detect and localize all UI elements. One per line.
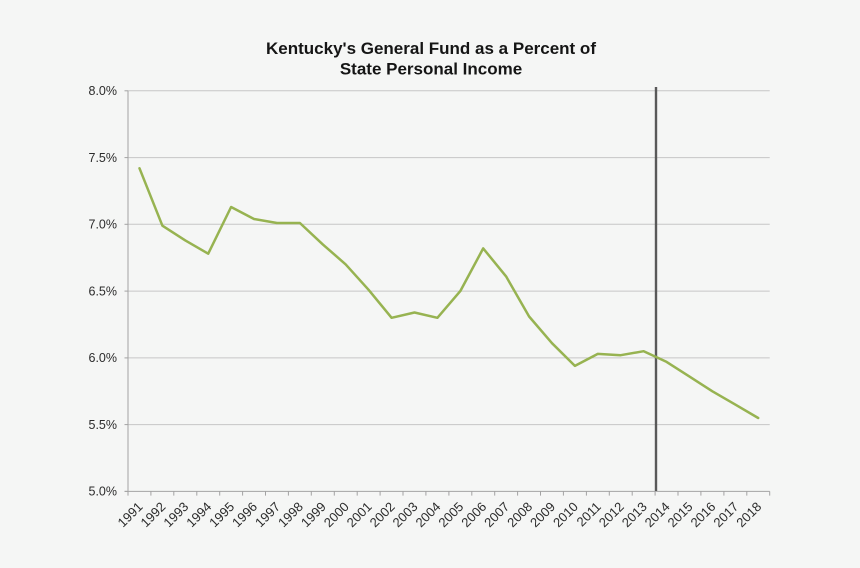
- svg-text:1992: 1992: [137, 499, 168, 530]
- svg-text:2016: 2016: [687, 499, 718, 530]
- svg-text:7.5%: 7.5%: [89, 151, 118, 165]
- svg-text:2008: 2008: [504, 499, 535, 530]
- svg-text:2002: 2002: [367, 499, 398, 530]
- svg-text:2018: 2018: [733, 499, 764, 530]
- svg-text:6.0%: 6.0%: [89, 351, 118, 365]
- svg-text:2004: 2004: [412, 499, 443, 530]
- svg-text:2014: 2014: [642, 499, 673, 530]
- svg-text:1993: 1993: [160, 499, 191, 530]
- svg-text:5.5%: 5.5%: [89, 418, 118, 432]
- svg-text:1991: 1991: [115, 499, 146, 530]
- svg-text:2012: 2012: [596, 499, 627, 530]
- svg-text:2009: 2009: [527, 499, 558, 530]
- svg-text:8.0%: 8.0%: [89, 84, 118, 98]
- svg-text:2013: 2013: [619, 499, 650, 530]
- svg-text:1995: 1995: [206, 499, 237, 530]
- svg-text:6.5%: 6.5%: [89, 284, 118, 298]
- svg-text:State Personal Income: State Personal Income: [340, 59, 522, 78]
- svg-text:2010: 2010: [550, 499, 581, 530]
- svg-text:2017: 2017: [710, 499, 741, 530]
- svg-text:2015: 2015: [665, 499, 696, 530]
- svg-text:1994: 1994: [183, 499, 214, 530]
- svg-text:2000: 2000: [321, 499, 352, 530]
- svg-text:2007: 2007: [481, 499, 512, 530]
- svg-text:2003: 2003: [390, 499, 421, 530]
- svg-text:2005: 2005: [435, 499, 466, 530]
- svg-text:2006: 2006: [458, 499, 489, 530]
- svg-text:7.0%: 7.0%: [89, 218, 118, 232]
- svg-text:2001: 2001: [344, 499, 375, 530]
- svg-text:1998: 1998: [275, 499, 306, 530]
- svg-text:2011: 2011: [574, 499, 604, 529]
- svg-text:1997: 1997: [252, 499, 283, 530]
- svg-text:1996: 1996: [229, 499, 260, 530]
- svg-text:Kentucky's General Fund as a P: Kentucky's General Fund as a Percent of: [266, 39, 596, 58]
- svg-text:5.0%: 5.0%: [89, 485, 118, 499]
- svg-text:1999: 1999: [298, 499, 329, 530]
